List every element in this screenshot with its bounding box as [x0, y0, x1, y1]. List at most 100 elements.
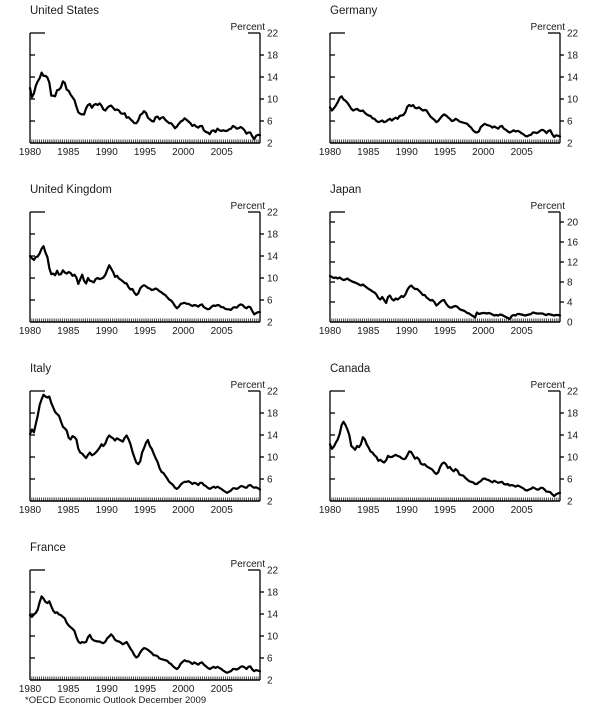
y-tick-label: 12	[567, 258, 579, 269]
x-tick-label: 2000	[172, 147, 195, 158]
y-tick-label: 18	[267, 409, 279, 420]
y-tick-label: 18	[267, 51, 279, 62]
x-axis-minor-ticks	[29, 139, 261, 143]
y-tick-label: 22	[267, 29, 279, 40]
series-line	[328, 274, 562, 321]
y-tick-label: 6	[267, 654, 273, 665]
y-axis-unit-label: Percent	[231, 380, 266, 391]
x-tick-label: 2005	[511, 147, 534, 158]
chart-title: France	[30, 542, 66, 554]
y-tick-label: 22	[567, 29, 579, 40]
x-tick-label: 1990	[96, 326, 119, 337]
chart-title: Canada	[330, 363, 371, 375]
y-tick-label: 6	[267, 475, 273, 486]
y-tick-label: 14	[567, 73, 579, 84]
x-tick-label: 1980	[19, 684, 42, 695]
x-tick-label: 2000	[472, 147, 495, 158]
x-tick-label: 1995	[134, 505, 157, 516]
y-axis-unit-label: Percent	[531, 201, 566, 212]
x-tick-label: 1995	[134, 326, 157, 337]
series-line	[328, 95, 562, 139]
y-tick-label: 14	[267, 610, 279, 621]
x-tick-label: 2000	[172, 505, 195, 516]
panel-united-kingdom: United Kingdom Percent 2 6 10 14 18 22 1980 1985…	[0, 179, 300, 358]
x-tick-label: 1995	[134, 147, 157, 158]
y-tick-label: 10	[567, 95, 579, 106]
panel-germany: Germany Percent 2 6 10 14 18 22 1980 1985 1990 199…	[300, 0, 600, 179]
chart-title: Germany	[330, 5, 378, 17]
x-axis-minor-ticks	[329, 139, 561, 143]
y-axis-unit-label: Percent	[231, 201, 266, 212]
x-tick-label: 2000	[472, 326, 495, 337]
x-tick-label: 1980	[319, 505, 342, 516]
x-tick-label: 2005	[211, 684, 234, 695]
x-tick-label: 1990	[96, 505, 119, 516]
y-tick-label: 2	[567, 497, 573, 508]
y-tick-label: 10	[267, 453, 279, 464]
line-chart-canvas: Percent 2 6 10 14 18 22 1980 1985 1990 1995 2000 200…	[319, 22, 579, 158]
x-tick-label: 1995	[434, 326, 457, 337]
y-tick-label: 6	[567, 475, 573, 486]
y-tick-label: 22	[267, 566, 279, 577]
y-tick-label: 10	[567, 453, 579, 464]
chart-title: United Kingdom	[30, 184, 112, 196]
x-tick-label: 1985	[57, 147, 80, 158]
series-line	[28, 71, 262, 141]
chart-title: Italy	[30, 363, 52, 375]
y-tick-label: 2	[567, 139, 573, 150]
y-tick-label: 10	[267, 95, 279, 106]
x-tick-label: 1985	[357, 505, 380, 516]
x-tick-label: 1980	[319, 326, 342, 337]
x-tick-label: 1995	[434, 147, 457, 158]
x-tick-label: 2005	[511, 505, 534, 516]
y-tick-label: 8	[567, 278, 573, 289]
x-tick-label: 2005	[211, 505, 234, 516]
y-tick-label: 6	[267, 117, 273, 128]
y-tick-label: 14	[267, 73, 279, 84]
y-tick-label: 10	[267, 274, 279, 285]
x-tick-label: 1985	[357, 326, 380, 337]
y-tick-label: 6	[567, 117, 573, 128]
y-tick-label: 10	[267, 632, 279, 643]
x-axis-minor-ticks	[329, 497, 561, 501]
source-footnote: *OECD Economic Outlook December 2009	[25, 695, 207, 706]
x-tick-label: 1985	[57, 684, 80, 695]
chart-title: Japan	[330, 184, 362, 196]
panel-italy: Italy Percent 2 6 10 14 18 22 1980 1985 1990 1995 2…	[0, 358, 300, 537]
line-chart-canvas: Percent 2 6 10 14 18 22 1980 1985 1990 1995 2000 200…	[319, 380, 579, 516]
x-tick-label: 1980	[19, 326, 42, 337]
line-chart-canvas: Percent 0 4 8 12 16 20 1980 1985 1990 1995 2000 2005	[319, 201, 579, 337]
x-tick-label: 1980	[19, 147, 42, 158]
panel-united-states: United States Percent 2 6 10 14 18 22 1980 1985 1…	[0, 0, 300, 179]
chart-title: United States	[30, 5, 100, 17]
y-tick-label: 2	[267, 318, 273, 329]
y-tick-label: 18	[567, 409, 579, 420]
y-axis-unit-label: Percent	[231, 559, 266, 570]
y-axis-unit-label: Percent	[231, 22, 266, 33]
y-axis-unit-label: Percent	[531, 22, 566, 33]
x-axis-minor-ticks	[29, 497, 261, 501]
line-chart-canvas: Percent 2 6 10 14 18 22 1980 1985 1990 1995 2000 200…	[19, 22, 279, 158]
series-line	[28, 244, 262, 316]
x-tick-label: 2000	[172, 326, 195, 337]
y-tick-label: 18	[567, 51, 579, 62]
x-tick-label: 1990	[96, 684, 119, 695]
x-tick-label: 2000	[172, 684, 195, 695]
y-tick-label: 2	[267, 497, 273, 508]
y-tick-label: 22	[267, 387, 279, 398]
x-tick-label: 1985	[357, 147, 380, 158]
panel-japan: Japan Percent 0 4 8 12 16 20 1980 1985 1990 1995 20…	[300, 179, 600, 358]
series-line	[28, 595, 262, 674]
panel-canada: Canada Percent 2 6 10 14 18 22 1980 1985 1990 1995…	[300, 358, 600, 537]
x-tick-label: 2005	[211, 147, 234, 158]
line-chart-canvas: Percent 2 6 10 14 18 22 1980 1985 1990 1995 2000 200…	[19, 201, 279, 337]
x-tick-label: 1985	[57, 505, 80, 516]
y-tick-label: 22	[567, 387, 579, 398]
y-tick-label: 0	[567, 318, 573, 329]
y-axis-unit-label: Percent	[531, 380, 566, 391]
x-tick-label: 1995	[434, 505, 457, 516]
x-tick-label: 1990	[396, 326, 419, 337]
x-axis-minor-ticks	[29, 318, 261, 322]
series-line	[28, 393, 262, 494]
y-tick-label: 6	[267, 296, 273, 307]
